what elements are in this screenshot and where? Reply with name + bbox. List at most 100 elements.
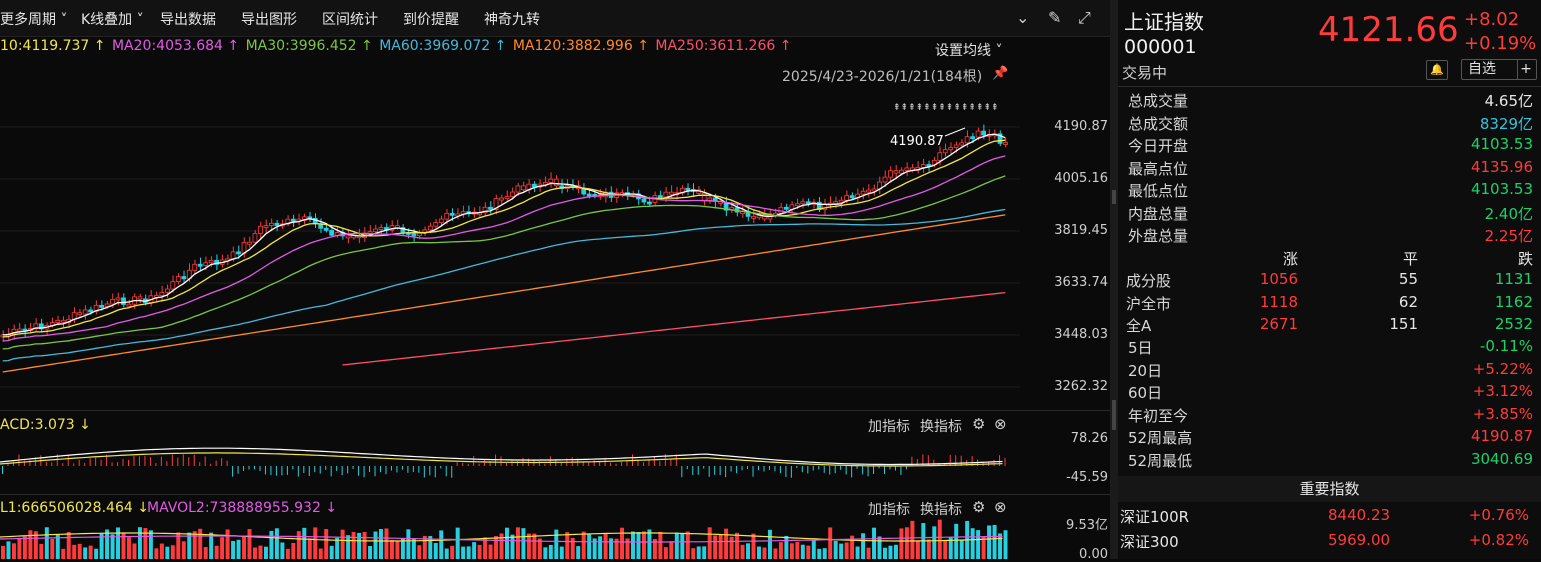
macd-bar (785, 466, 787, 478)
period-value: -0.11% (1479, 337, 1533, 355)
divider (0, 410, 1110, 411)
volume-bar (483, 537, 488, 559)
ma20-label: MA20:4053.684 ↑ (111, 38, 240, 54)
pin-icon[interactable]: 📌 (992, 66, 1009, 81)
bell-icon[interactable]: 🔔 (1426, 60, 1448, 80)
volume-bar (472, 542, 477, 559)
volume-bar (499, 533, 504, 559)
gear-icon[interactable]: ⚙ (972, 498, 986, 516)
important-index-row[interactable]: 深证300 5969.00 +0.82% (1118, 531, 1541, 555)
macd-bar (456, 462, 458, 466)
panel-splitter[interactable] (1110, 0, 1118, 559)
swap-indicator-button[interactable]: 换指标 (920, 419, 962, 435)
macd-chart[interactable] (0, 436, 1020, 492)
add-indicator-button[interactable]: 加指标 (868, 502, 910, 518)
volume-bar (718, 534, 723, 559)
candle (904, 167, 910, 171)
candle (17, 328, 22, 332)
range-stats-button[interactable]: 区间统计 (322, 12, 378, 28)
close-icon[interactable]: ⊗ (994, 498, 1007, 516)
volume-chart[interactable] (0, 518, 1020, 559)
volume-bar (296, 531, 301, 559)
volume-bar (910, 520, 915, 559)
add-indicator-button[interactable]: 加指标 (868, 419, 910, 435)
export-data-button[interactable]: 导出数据 (160, 12, 216, 28)
quote-panel: 上证指数 000001 4121.66 +8.02 +0.19% 交易中 🔔 自… (1118, 0, 1541, 559)
volume-bar (127, 537, 131, 559)
volume-bar (915, 540, 920, 559)
important-index-row[interactable]: 深证100R 8440.23 +0.76% (1118, 506, 1541, 530)
macd-bar (144, 456, 146, 466)
add-favorite-button[interactable]: 自选 + (1461, 59, 1537, 80)
export-chart-button[interactable]: 导出图形 (241, 12, 297, 28)
macd-bar (626, 461, 628, 466)
candle (975, 130, 981, 138)
macd-bar (999, 455, 1001, 466)
macd-bar (796, 466, 798, 469)
candle (164, 288, 170, 293)
macd-bar (484, 459, 486, 466)
more-period-menu[interactable]: 更多周期 ˅ (0, 12, 68, 28)
macd-bar (445, 466, 447, 477)
volume-bar (669, 541, 674, 559)
candle (586, 193, 592, 197)
breadth-label: 成分股 (1126, 272, 1172, 290)
volume-bar (565, 532, 570, 559)
candle (88, 309, 94, 313)
price-alert-button[interactable]: 到价提醒 (403, 12, 459, 28)
index-code: 000001 (1124, 36, 1197, 58)
chevron-circle-icon[interactable]: ⌄ (1016, 8, 1030, 27)
volume-bar (987, 525, 992, 559)
volume-bar (773, 548, 778, 559)
kline-chart[interactable]: ⇞⇞⇞⇞⇞⇞⇞⇞⇞⇞⇞⇞⇞⇞ 4190.87 (0, 90, 1020, 410)
volume-bar (236, 539, 241, 559)
macd-bar (637, 459, 639, 466)
macd-bar (779, 466, 781, 474)
candle (663, 191, 669, 198)
volume-bar (176, 532, 181, 559)
candle (647, 201, 652, 205)
k-overlay-menu[interactable]: K线叠加 ˅ (81, 12, 144, 28)
macd-bar (692, 466, 694, 476)
volume-bar (570, 538, 575, 559)
volume-bar (258, 545, 263, 559)
fullscreen-icon[interactable]: ⤢ (1078, 8, 1091, 27)
candle (438, 218, 444, 223)
volume-bar (116, 527, 121, 559)
macd-bar (363, 466, 365, 478)
macd-bar (73, 463, 75, 466)
volume-bar (263, 546, 268, 559)
divider (0, 494, 1110, 495)
stat-row: 今日开盘 4103.53 (1118, 135, 1541, 157)
volume-bar (417, 545, 422, 559)
gear-icon[interactable]: ⚙ (972, 415, 986, 433)
set-ma-button[interactable]: 设置均线 ˅ (935, 43, 1003, 59)
macd-bar (89, 458, 91, 466)
y-label: 3633.74 (1054, 275, 1108, 290)
volume-bar (510, 534, 515, 559)
candle (203, 262, 209, 266)
close-icon[interactable]: ⊗ (994, 415, 1007, 433)
breadth-down: 1131 (1494, 270, 1533, 288)
volume-bar (992, 524, 997, 559)
plus-icon[interactable]: + (1517, 60, 1534, 79)
magic-nine-button[interactable]: 神奇九转 (484, 12, 540, 28)
volume-bar (970, 528, 975, 559)
brush-icon[interactable]: ✎ (1048, 8, 1062, 27)
breadth-up: 1118 (1259, 292, 1298, 311)
volume-bar (959, 540, 964, 559)
volume-bar (861, 533, 866, 559)
stat-value: 4.65亿 (1484, 92, 1533, 110)
volume-bar (203, 546, 208, 559)
macd-bar (741, 466, 743, 471)
macd-bar (610, 462, 612, 466)
volume-bar (526, 533, 531, 559)
swap-indicator-button[interactable]: 换指标 (920, 502, 962, 518)
volume-bar (357, 532, 362, 559)
macd-bar (818, 466, 820, 470)
volume-bar (778, 542, 783, 559)
macd-bar (467, 463, 469, 466)
macd-bar (412, 466, 414, 473)
volume-bar (724, 528, 729, 559)
macd-bar (407, 466, 409, 473)
